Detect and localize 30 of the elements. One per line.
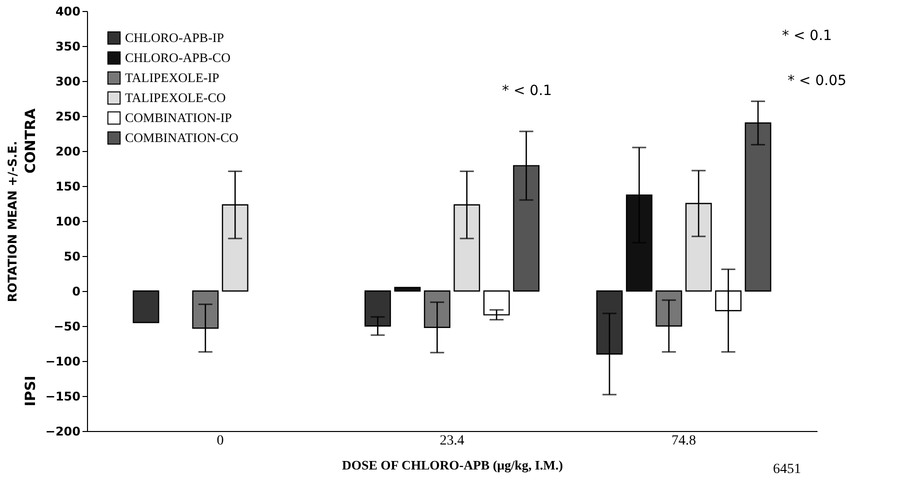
text: IPSI	[23, 376, 39, 406]
y-tick-label: −50	[54, 320, 80, 334]
legend-label: CHLORO-APB-IP	[125, 30, 224, 45]
y-tick-label: 250	[55, 110, 80, 124]
x-tick-label: 74.8	[671, 434, 696, 448]
y-tick-label: 100	[55, 214, 80, 228]
y-tick-label: −200	[45, 424, 80, 438]
y-tick-label: 50	[64, 250, 80, 264]
y-tick-label: 300	[55, 74, 80, 88]
annotation: * < 0.05	[788, 73, 846, 89]
y-tick-label: −150	[45, 390, 80, 404]
text: 6451	[773, 462, 801, 477]
x-axis-title: DOSE OF CHLORO-APB (μg/kg, I.M.)	[342, 458, 564, 472]
legend-label: TALIPEXOLE-CO	[125, 90, 226, 105]
x-tick-label: 23.4	[440, 434, 464, 448]
y-tick-label: −100	[45, 354, 80, 368]
y-tick-label: 200	[55, 144, 80, 158]
annotation: * < 0.1	[782, 28, 832, 44]
y-tick-label: 400	[55, 4, 80, 18]
y-tick-label: 0	[72, 284, 80, 298]
legend-label: COMBINATION-CO	[125, 130, 238, 145]
annotation: * < 0.1	[502, 83, 552, 99]
legend-label: CHLORO-APB-CO	[125, 50, 230, 65]
legend-label: TALIPEXOLE-IP	[125, 70, 220, 85]
y-axis-title: ROTATION MEAN +/-S.E.	[5, 140, 20, 302]
x-tick-label: 0	[216, 434, 224, 448]
legend-label: COMBINATION-IP	[125, 110, 232, 125]
text: CONTRA	[23, 108, 39, 174]
y-tick-label: 350	[55, 40, 80, 54]
y-tick-label: 150	[55, 180, 80, 194]
